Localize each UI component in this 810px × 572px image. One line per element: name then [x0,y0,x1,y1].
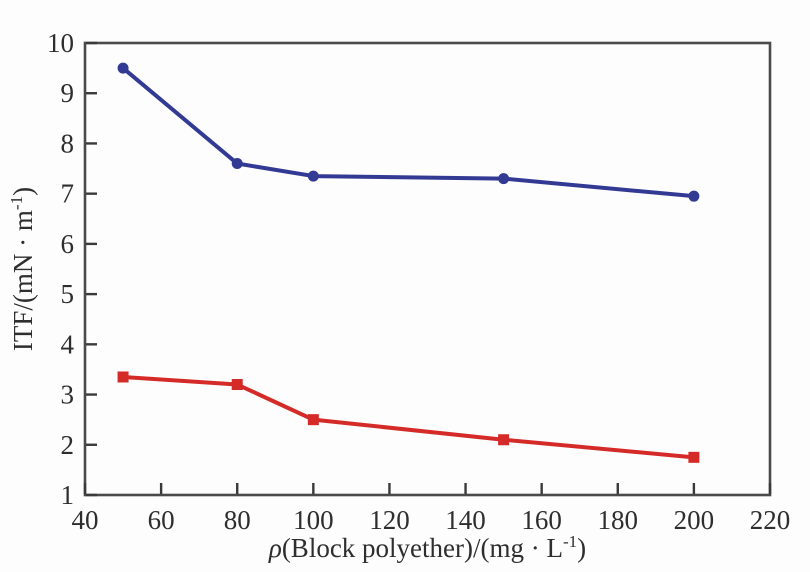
y-tick-label: 9 [61,78,75,108]
axis-ticks [83,41,772,497]
y-tick-label: 8 [61,128,75,158]
x-tick-label: 160 [521,505,562,535]
plot-border [83,41,772,497]
lower-series-line [121,374,696,460]
y-tick-label: 4 [61,329,75,359]
y-tick-label: 6 [61,229,75,259]
upper-series-line [121,66,696,199]
x-tick-label: 140 [445,505,486,535]
lower-series-point [307,414,319,426]
axis-tick-labels: 40 60 80 100 120 140 160 180 200 220 1 2 3 4 5 6 7 8 9 10 [47,28,790,535]
lower-series-point [117,371,129,383]
x-tick-label: 200 [674,505,715,535]
y-tick-label: 7 [61,179,75,209]
x-tick-label: 40 [72,505,99,535]
lower-series-point [231,379,243,391]
x-tick-label: 60 [148,505,175,535]
lower-series [117,371,700,463]
x-tick-label: 120 [369,505,410,535]
x-tick-label: 220 [750,505,791,535]
y-tick-label: 10 [47,28,74,58]
x-tick-label: 180 [598,505,639,535]
upper-series-point [688,190,700,202]
upper-series-point [231,158,243,170]
x-axis-title: ρ(Block polyether)/(mg · L-1) [268,532,586,563]
y-tick-label: 1 [61,480,75,510]
upper-series-point [307,170,319,182]
upper-series [117,62,700,202]
lower-series-point [498,434,510,446]
upper-series-point [117,62,129,74]
y-tick-label: 3 [61,380,75,410]
y-tick-label: 5 [61,279,75,309]
x-tick-label: 80 [224,505,251,535]
x-tick-label: 100 [293,505,334,535]
y-axis-title: ITF/(mN · m-1) [7,187,38,351]
upper-series-point [498,173,510,185]
y-tick-label: 2 [61,430,75,460]
lower-series-point [688,451,700,463]
